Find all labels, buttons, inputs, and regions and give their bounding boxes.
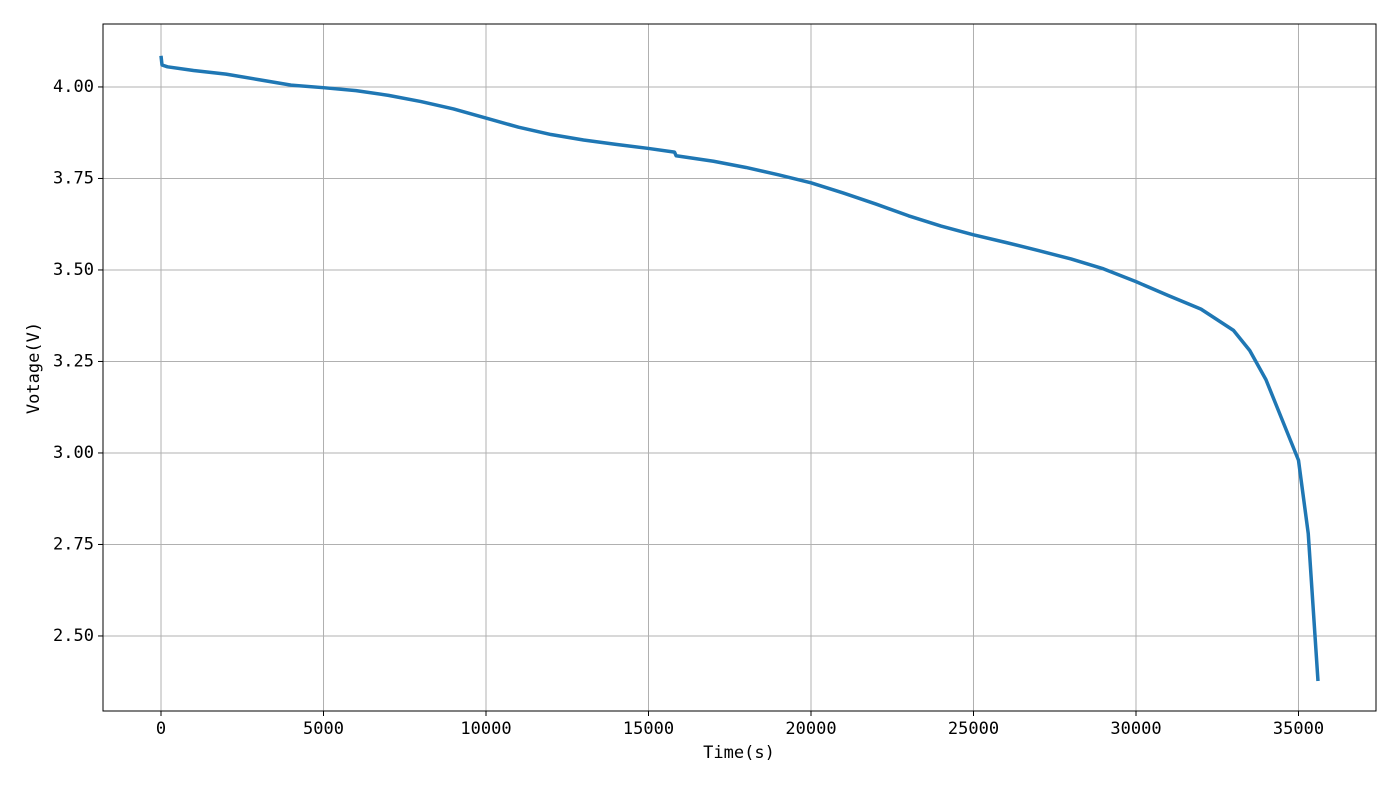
y-axis-label: Votage(V) — [24, 322, 44, 414]
x-axis-label: Time(s) — [703, 743, 775, 763]
y-tick-label: 3.00 — [53, 443, 94, 463]
x-tick-label: 20000 — [785, 719, 836, 739]
x-tick-label: 25000 — [948, 719, 999, 739]
y-tick-label: 3.75 — [53, 168, 94, 188]
y-tick-label: 3.50 — [53, 260, 94, 280]
x-tick-label: 10000 — [460, 719, 511, 739]
x-tick-label: 30000 — [1110, 719, 1161, 739]
x-tick-label: 0 — [156, 719, 166, 739]
plot-frame — [102, 23, 1377, 712]
y-tick-label: 3.25 — [53, 351, 94, 371]
x-tick-label: 15000 — [623, 719, 674, 739]
x-tick-label: 35000 — [1273, 719, 1324, 739]
x-tick-label: 5000 — [303, 719, 344, 739]
y-tick-label: 2.75 — [53, 534, 94, 554]
y-tick-label: 2.50 — [53, 626, 94, 646]
y-tick-label: 4.00 — [53, 77, 94, 97]
data-line — [159, 55, 1320, 682]
